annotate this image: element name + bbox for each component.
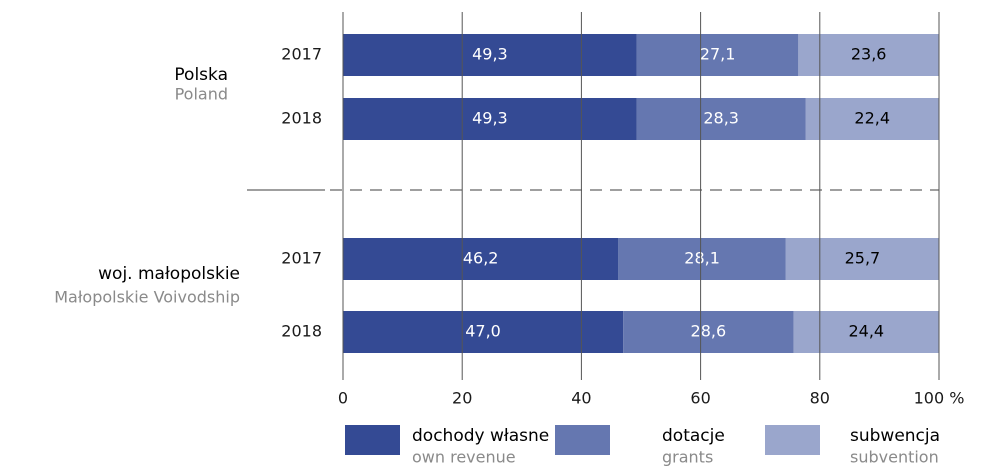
value-label: 47,0 [465,322,501,341]
legend-sublabel: own revenue [412,448,516,467]
value-label: 25,7 [845,249,881,268]
bar-segment [636,98,806,140]
legend-label: subwencja [850,426,940,446]
y-tick-label: 2018 [281,322,322,341]
value-label: 24,4 [848,322,884,341]
bar-segment [343,238,619,280]
legend-sublabel: grants [662,448,713,467]
bar-segment [343,98,637,140]
legend-swatch [555,425,610,455]
value-label: 28,6 [691,322,727,341]
x-tick-label: 0 [338,389,348,408]
group-label: woj. małopolskie [98,264,240,284]
bar-segment [618,238,786,280]
bar-segment [793,311,939,353]
value-label: 49,3 [472,45,508,64]
bar-segment [805,98,939,140]
bar-segment [798,34,939,76]
x-tick-label: 20 [452,389,472,408]
bar-segment [343,34,637,76]
value-label: 23,6 [851,45,887,64]
legend-label: dotacje [662,426,725,446]
y-tick-label: 2018 [281,109,322,128]
bar-segment [343,311,624,353]
value-label: 28,3 [703,109,739,128]
group-sublabel: Małopolskie Voivodship [54,288,240,307]
bar-segment [636,34,799,76]
legend-label: dochody własne [412,426,549,446]
x-tick-label: 100 % [914,389,965,408]
group-sublabel: Poland [175,85,228,104]
legend-sublabel: subvention [850,448,939,467]
x-tick-label: 40 [571,389,591,408]
x-tick-label: 80 [810,389,830,408]
value-label: 46,2 [463,249,499,268]
legend-swatch [765,425,820,455]
group-label: Polska [174,65,228,85]
bar-segment [785,238,939,280]
bar-segment [623,311,794,353]
x-tick-label: 60 [690,389,710,408]
value-label: 28,1 [684,249,720,268]
value-label: 27,1 [700,45,736,64]
y-tick-label: 2017 [281,249,322,268]
value-label: 22,4 [854,109,890,128]
value-label: 49,3 [472,109,508,128]
y-tick-label: 2017 [281,45,322,64]
legend-swatch [345,425,400,455]
